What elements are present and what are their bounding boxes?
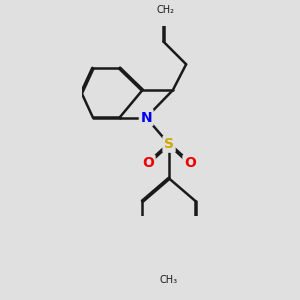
Text: CH₂: CH₂ (156, 5, 174, 15)
Text: S: S (164, 137, 174, 151)
Text: CH₃: CH₃ (160, 275, 178, 285)
Text: N: N (140, 111, 152, 124)
Text: O: O (184, 156, 196, 170)
Text: O: O (142, 156, 154, 170)
